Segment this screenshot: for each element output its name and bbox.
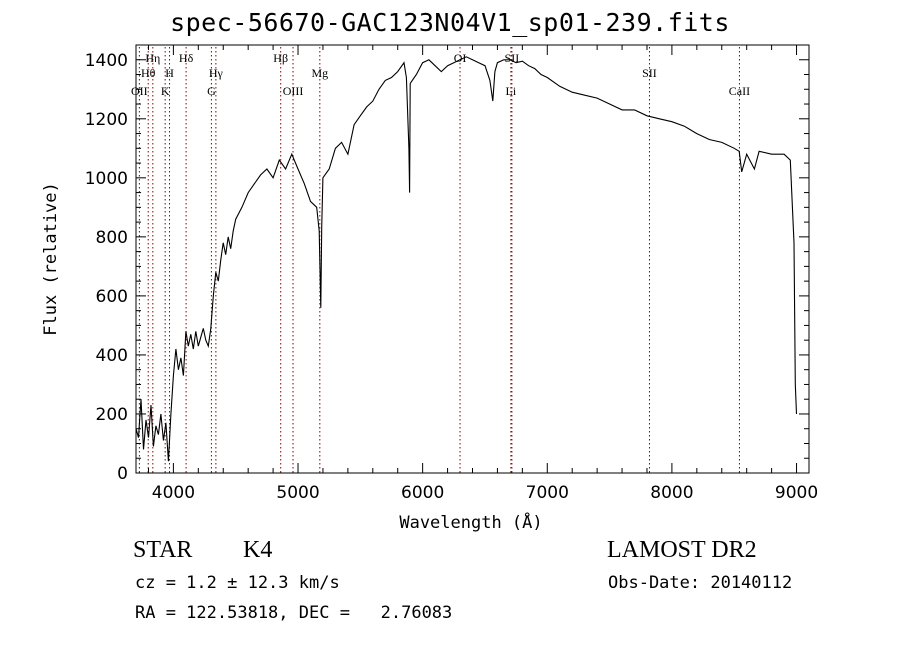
spectral-line-markers: [138, 47, 740, 473]
x-axis-label: Wavelength (Å): [399, 511, 542, 533]
y-tick-label: 600: [96, 287, 128, 307]
y-tick-label: 0: [117, 464, 128, 484]
line-label-k: K: [161, 84, 170, 98]
object-class: STAR: [133, 537, 193, 563]
y-tick-label: 400: [96, 346, 128, 366]
line-label-oii: OII: [131, 84, 148, 98]
y-tick-label: 1000: [85, 169, 128, 189]
x-tick-label: 8000: [650, 483, 693, 503]
x-tick-label: 4000: [152, 483, 195, 503]
line-label-h: H: [165, 66, 174, 80]
line-label-h: Hδ: [179, 51, 194, 65]
line-label-mg: Mg: [311, 66, 328, 80]
line-label-caii: CaII: [729, 84, 750, 98]
line-label-li: Li: [506, 84, 517, 98]
line-label-sii: SII: [505, 51, 520, 65]
redshift-readout: cz = 1.2 ± 12.3 km/s: [135, 573, 340, 593]
y-tick-label: 1200: [85, 110, 128, 130]
line-label-h: Hγ: [209, 66, 224, 80]
x-tick-label: 9000: [775, 483, 818, 503]
coordinates: RA = 122.53818, DEC = 2.76083: [135, 603, 453, 623]
y-tick-label: 200: [96, 405, 128, 425]
y-tick-label: 1400: [85, 51, 128, 71]
axis-ticks: 4000 5000 6000 7000 8000 9000 0 200 400 600 800 100…: [85, 45, 818, 503]
x-tick-label: 5000: [276, 483, 319, 503]
chart-title: spec-56670-GAC123N04V1_sp01-239.fits: [170, 8, 730, 37]
line-label-h: Hη: [145, 51, 160, 65]
x-tick-label: 6000: [401, 483, 444, 503]
object-subclass: K4: [243, 537, 273, 563]
obs-date: Obs-Date: 20140112: [608, 573, 793, 593]
survey-name: LAMOST DR2: [607, 537, 757, 563]
line-label-h: Hθ: [141, 66, 156, 80]
line-label-sii: SII: [642, 66, 657, 80]
x-tick-label: 7000: [526, 483, 569, 503]
line-label-g: G: [207, 84, 216, 98]
line-label-oiii: OIII: [283, 84, 304, 98]
spectrum-line: [135, 56, 798, 462]
plot-frame: [135, 44, 810, 474]
y-tick-label: 800: [96, 228, 128, 248]
line-label-h: Hβ: [273, 51, 288, 65]
y-axis-label: Flux (relative): [41, 182, 61, 336]
